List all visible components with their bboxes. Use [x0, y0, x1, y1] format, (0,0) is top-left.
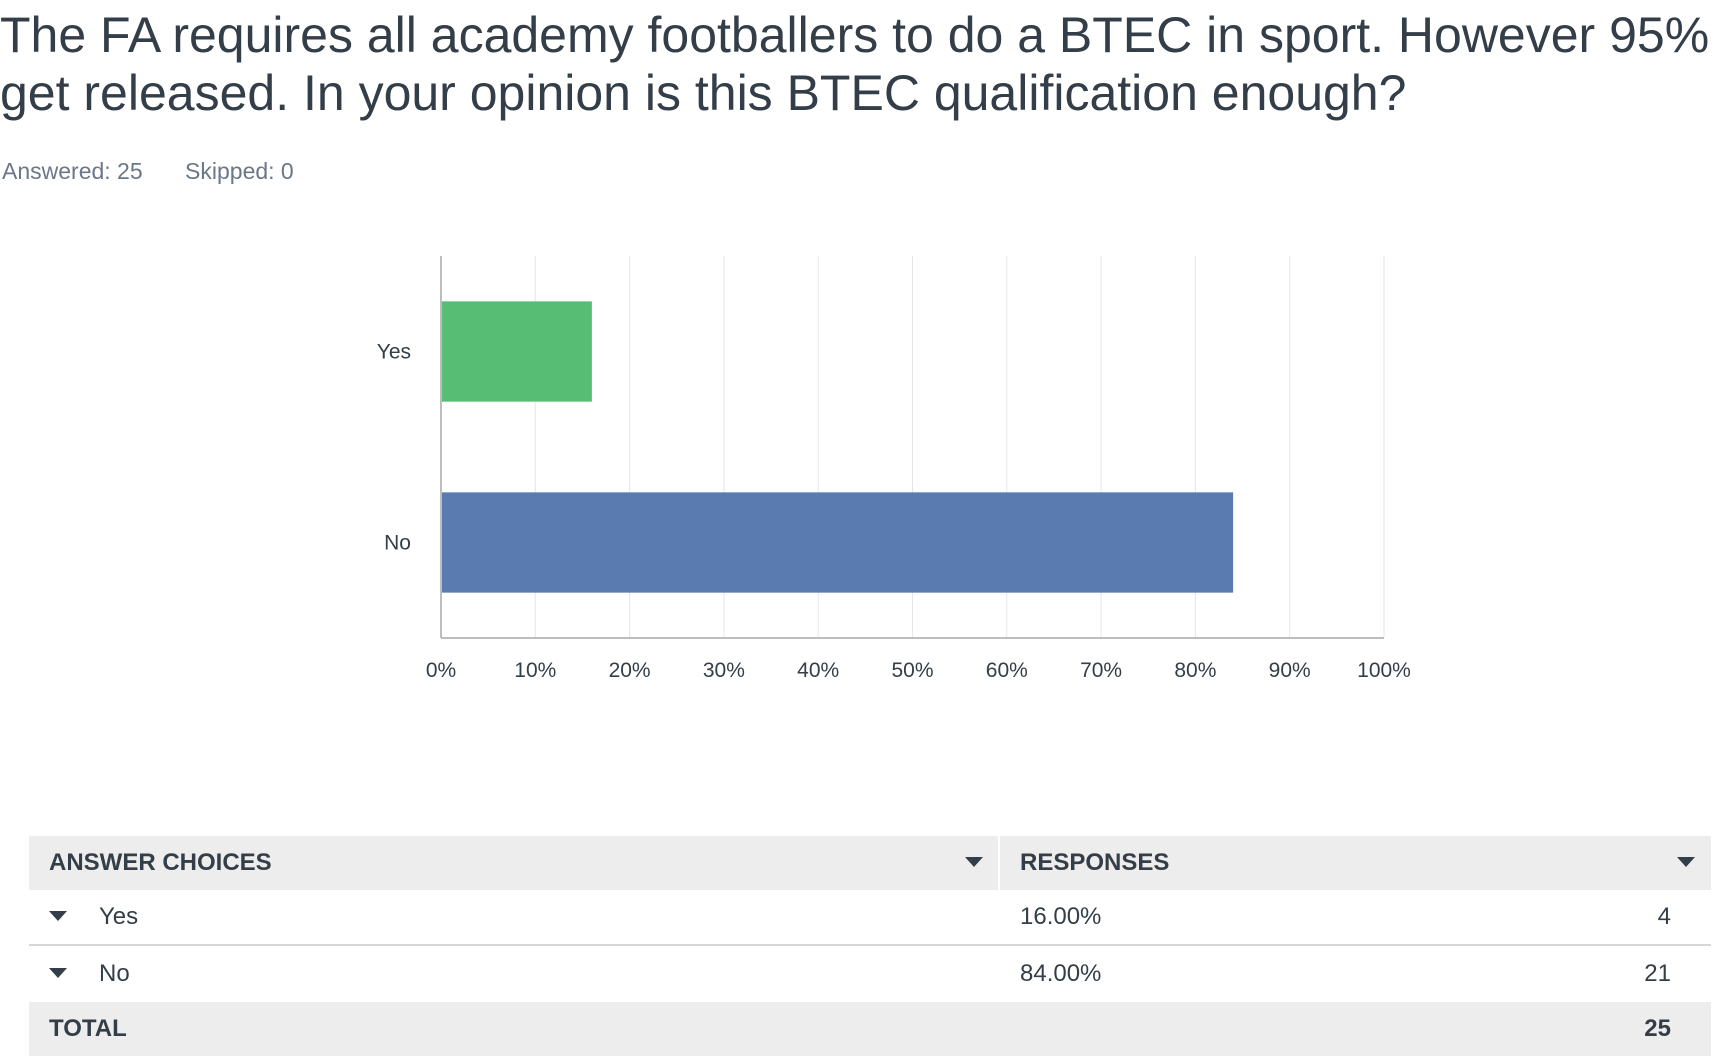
response-percent: 16.00% — [1020, 903, 1102, 930]
response-percent: 84.00% — [1020, 960, 1102, 987]
answered-count: Answered: 25 — [2, 158, 143, 184]
answer-choices-header-label: ANSWER CHOICES — [49, 849, 272, 876]
expand-caret-icon[interactable] — [49, 911, 67, 921]
category-label: No — [384, 532, 411, 555]
responses-header[interactable]: RESPONSES — [1000, 836, 1711, 890]
responses-header-label: RESPONSES — [1020, 849, 1170, 876]
bar-chart: 0% 10% 20% 30% 40% 50% 60% 70% 80% 90% 100% Yes No — [377, 256, 1411, 683]
bar-no[interactable] — [441, 492, 1234, 593]
header-divider — [998, 836, 1000, 890]
x-tick-label: 90% — [1269, 659, 1311, 682]
table-header: ANSWER CHOICES RESPONSES — [29, 836, 1711, 890]
chart-bars — [441, 301, 1234, 593]
response-cell: 16.00% 4 — [1000, 890, 1711, 944]
question-title: The FA requires all academy footballers … — [0, 7, 1710, 121]
x-tick-label: 100% — [1357, 659, 1411, 682]
answer-choices-header[interactable]: ANSWER CHOICES — [29, 836, 998, 890]
choice-label: Yes — [99, 903, 139, 930]
sort-caret-icon[interactable] — [965, 857, 983, 867]
category-label: Yes — [377, 341, 411, 364]
response-stats: Answered: 25 Skipped: 0 — [2, 158, 330, 185]
x-tick-label: 30% — [703, 659, 745, 682]
choice-label: No — [99, 960, 130, 987]
x-tick-label: 10% — [514, 659, 556, 682]
total-label: TOTAL — [49, 1015, 127, 1042]
total-count: 25 — [1644, 1015, 1671, 1042]
choice-cell: Yes — [29, 890, 998, 944]
chart-labels: 0% 10% 20% 30% 40% 50% 60% 70% 80% 90% 100% Yes No — [377, 341, 1411, 683]
x-tick-label: 50% — [891, 659, 933, 682]
expand-caret-icon[interactable] — [49, 968, 67, 978]
skipped-count: Skipped: 0 — [185, 158, 294, 184]
x-tick-label: 40% — [797, 659, 839, 682]
x-tick-label: 70% — [1080, 659, 1122, 682]
sort-caret-icon[interactable] — [1677, 857, 1695, 867]
responses-table: ANSWER CHOICES RESPONSES Yes 16.00% 4 No… — [29, 836, 1711, 1056]
table-row: Yes 16.00% 4 — [29, 890, 1711, 946]
bar-yes[interactable] — [441, 301, 592, 402]
x-tick-label: 60% — [986, 659, 1028, 682]
x-tick-label: 0% — [426, 659, 456, 682]
response-cell: 84.00% 21 — [1000, 946, 1711, 1002]
response-count: 21 — [1644, 960, 1671, 987]
x-tick-label: 20% — [609, 659, 651, 682]
total-row: TOTAL 25 — [29, 1002, 1711, 1056]
chart-axes — [440, 256, 1384, 639]
choice-cell: No — [29, 946, 998, 1002]
table-row: No 84.00% 21 — [29, 946, 1711, 1002]
x-tick-label: 80% — [1174, 659, 1216, 682]
response-count: 4 — [1657, 903, 1671, 930]
